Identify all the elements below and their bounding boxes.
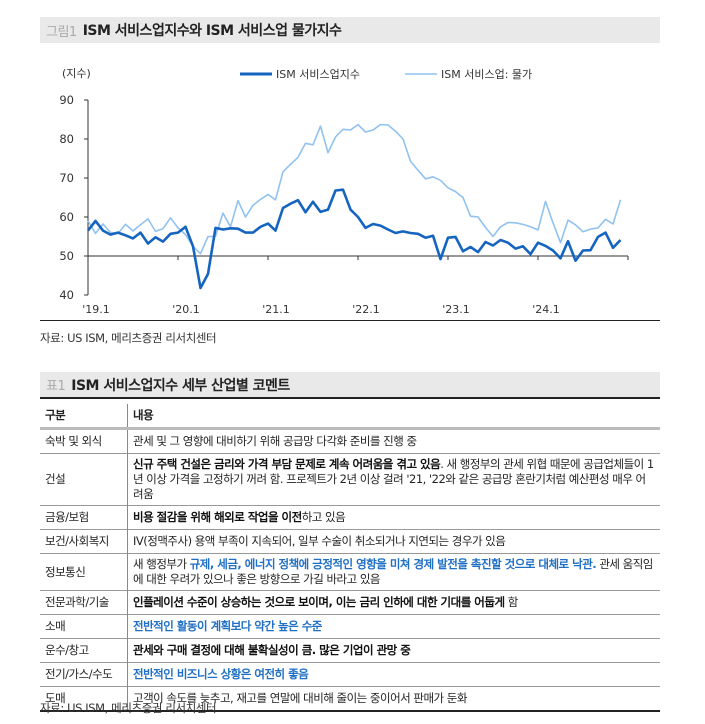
- series-line-ism-services: [86, 188, 622, 290]
- sector-cell: 정보통신: [40, 553, 128, 591]
- table-row: 건설 신규 주택 건설은 금리와 가격 부담 문제로 계속 어려움을 겪고 있음.…: [40, 453, 661, 506]
- comment-text: 관세 움직임에 대한 우려가 있으나 좋은 방향으로 가길 바라고 있음: [133, 557, 653, 586]
- y-tick-label: 70: [59, 171, 74, 185]
- sector-cell: 보건/사회복지: [40, 529, 128, 554]
- table-row: 숙박 및 외식 관세 및 그 영향에 대비하기 위해 공급망 다각화 준비를 진행…: [40, 428, 661, 454]
- line-chart: (지수) 90 80 70 60 50 40 '19.1 '20.1 '21.1 '22.1 '23.…: [59, 67, 629, 316]
- highlight-text: 전반적인 활동이 계획보다 약간 높은 수준: [133, 619, 322, 633]
- bold-text: 관세와 구매 결정에 대해 불확실성이 큼. 많은 기업이 관망 중: [133, 643, 411, 657]
- x-tick-label: '21.1: [262, 303, 290, 316]
- comment-text: IV(정맥주사) 용액 부족이 지속되어, 일부 수술이 취소되거나 지연되는 …: [133, 534, 506, 548]
- series-line-ism-prices: [87, 123, 622, 255]
- y-axis-label: (지수): [62, 67, 91, 80]
- figure-tag: 그림1: [46, 24, 77, 40]
- figure-title-bar: 그림1 ISM 서비스업지수와 ISM 서비스업 물가지수: [40, 17, 660, 43]
- x-tick-label: '22.1: [352, 303, 380, 316]
- sector-cell: 전문과학/기술: [40, 590, 128, 615]
- x-tick-label: '19.1: [82, 303, 110, 316]
- figure-source: 자료: US ISM, 메리츠증권 리서치센터: [40, 331, 217, 345]
- comment-text: 새 행정부가: [133, 557, 190, 571]
- table-row: 소매 전반적인 활동이 계획보다 약간 높은 수준: [40, 614, 661, 639]
- table-row: 보건/사회복지 IV(정맥주사) 용액 부족이 지속되어, 일부 수술이 취소되거…: [40, 529, 661, 554]
- sector-cell: 전기/가스/수도: [40, 662, 128, 687]
- comment-cell: IV(정맥주사) 용액 부족이 지속되어, 일부 수술이 취소되거나 지연되는 …: [128, 530, 661, 554]
- comment-cell: 전반적인 활동이 계획보다 약간 높은 수준: [128, 615, 661, 639]
- y-tick-label: 40: [59, 288, 74, 302]
- table-header-row: 구분 내용: [40, 404, 660, 429]
- comment-cell: 관세 및 그 영향에 대비하기 위해 공급망 다각화 준비를 진행 중: [128, 429, 661, 454]
- comment-cell: 비용 절감을 위해 해외로 작업을 이전하고 있음: [128, 506, 661, 530]
- comment-cell: 신규 주택 건설은 금리와 가격 부담 문제로 계속 어려움을 겪고 있음. 새…: [128, 454, 661, 506]
- highlight-text: 전반적인 비즈니스 상황은 여전히 좋음: [133, 667, 309, 681]
- legend-label: ISM 서비스업지수: [276, 68, 360, 81]
- comment-cell: 고객이 속도를 늦추고, 재고를 연말에 대비해 줄이는 중이어서 판매가 둔화: [128, 687, 661, 712]
- sector-cell: 금융/보험: [40, 505, 128, 530]
- header-content: 내용: [133, 408, 154, 422]
- x-tick-label: '24.1: [532, 303, 560, 316]
- y-tick-label: 50: [59, 249, 74, 263]
- legend-label: ISM 서비스업: 물가: [441, 68, 532, 81]
- sector-cell: 운수/창고: [40, 638, 128, 663]
- bold-text: 비용 절감을 위해 해외로 작업을 이전: [133, 510, 302, 524]
- comment-text: 하고 있음: [301, 510, 346, 524]
- comment-cell: 새 행정부가 규제, 세금, 에너지 정책에 긍정적인 영향을 미쳐 경제 발전…: [128, 554, 661, 591]
- y-tick-label: 80: [59, 132, 74, 146]
- table-title: ISM 서비스업지수 세부 산업별 코멘트: [71, 377, 290, 394]
- comment-text: . 새 행정부의 관세 위협 때문에 공급업체들이 1년 이상 가격을 고정하기…: [133, 457, 654, 501]
- comment-text: 고객이 속도를 늦추고, 재고를 연말에 대비해 줄이는 중이어서 판매가 둔화: [133, 691, 467, 705]
- bold-text: 인플레이션 수준이 상승하는 것으로 보이며, 이는 금리 인하에 대한 기대를…: [133, 595, 505, 609]
- table-row: 정보통신 새 행정부가 규제, 세금, 에너지 정책에 긍정적인 영향을 미쳐 경…: [40, 553, 661, 591]
- comment-cell: 관세와 구매 결정에 대해 불확실성이 큼. 많은 기업이 관망 중: [128, 639, 661, 663]
- sector-cell: 건설: [40, 453, 128, 506]
- table-row: 전문과학/기술 인플레이션 수준이 상승하는 것으로 보이며, 이는 금리 인하에…: [40, 590, 661, 615]
- highlight-text: 규제, 세금, 에너지 정책에 긍정적인 영향을 미쳐 경제 발전을 촉진할 것…: [189, 557, 597, 571]
- y-tick-label: 60: [59, 210, 74, 224]
- comment-text: 함: [504, 595, 519, 609]
- x-tick-label: '23.1: [442, 303, 470, 316]
- table-row: 금융/보험 비용 절감을 위해 해외로 작업을 이전하고 있음: [40, 505, 661, 530]
- comment-text: 관세 및 그 영향에 대비하기 위해 공급망 다각화 준비를 진행 중: [133, 434, 417, 448]
- comment-cell: 전반적인 비즈니스 상황은 여전히 좋음: [128, 663, 661, 687]
- sector-comment-table: 구분 내용 숙박 및 외식 관세 및 그 영향에 대비하기 위해 공급망 다각화 …: [40, 404, 660, 712]
- header-sector: 구분: [40, 404, 128, 429]
- sector-cell: 소매: [40, 614, 128, 639]
- table-row: 운수/창고 관세와 구매 결정에 대해 불확실성이 큼. 많은 기업이 관망 중: [40, 638, 661, 663]
- table-title-bar: 표1 ISM 서비스업지수 세부 산업별 코멘트: [40, 372, 660, 399]
- comment-cell: 인플레이션 수준이 상승하는 것으로 보이며, 이는 금리 인하에 대한 기대를…: [128, 591, 661, 615]
- table-row: 도매 고객이 속도를 늦추고, 재고를 연말에 대비해 줄이는 중이어서 판매가 …: [40, 686, 661, 712]
- x-tick-label: '20.1: [172, 303, 200, 316]
- table-row: 전기/가스/수도 전반적인 비즈니스 상황은 여전히 좋음: [40, 662, 661, 687]
- sector-cell: 도매: [40, 686, 128, 711]
- y-tick-label: 90: [59, 93, 74, 107]
- figure-title: ISM 서비스업지수와 ISM 서비스업 물가지수: [82, 23, 342, 39]
- table-source: 자료: US ISM, 메리츠증권 리서치센터: [40, 701, 217, 715]
- sector-cell: 숙박 및 외식: [40, 428, 128, 454]
- bold-text: 신규 주택 건설은 금리와 가격 부담 문제로 계속 어려움을 겪고 있음: [133, 457, 441, 471]
- table-tag: 표1: [46, 379, 66, 394]
- figure-bottom-rule: [40, 320, 660, 321]
